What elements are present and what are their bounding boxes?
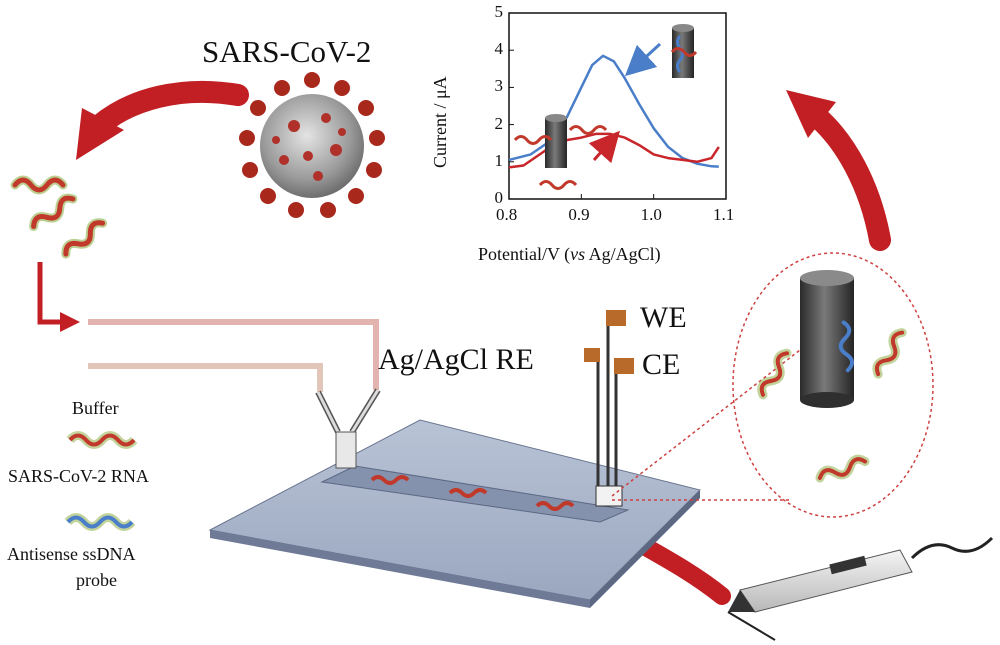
tubing <box>88 319 379 392</box>
y-tick-label: 1 <box>494 150 504 170</box>
legend-buffer-label: Buffer <box>72 398 119 418</box>
sensor-pen-icon <box>727 536 994 641</box>
flow-arrow-virus-to-rna <box>76 80 249 160</box>
y-connector-icon <box>315 388 381 469</box>
inset-electrode-hybrid-icon <box>670 24 698 78</box>
zoom-probes <box>757 320 907 483</box>
y-tick-label: 5 <box>494 2 504 21</box>
y-axis-title: Current / μA <box>430 76 450 168</box>
cv-chart <box>508 12 727 200</box>
y-tick-label: 2 <box>494 113 504 133</box>
chart-ticks <box>508 12 727 200</box>
sample-flow-arrow <box>37 262 80 332</box>
virus-label: SARS-CoV-2 <box>202 34 372 69</box>
y-tick-label: 4 <box>494 39 504 59</box>
electrode-assembly <box>584 310 634 507</box>
legend-probe-label-line2: probe <box>76 570 117 590</box>
x-tick-label: 1.0 <box>640 205 662 224</box>
re-label: Ag/AgCl RE <box>378 343 534 376</box>
ce-label: CE <box>642 348 681 381</box>
blue-curve-pointer <box>624 42 662 77</box>
x-axis-title: Potential/V (vs Ag/AgCl) <box>478 244 661 264</box>
y-tick-label: 0 <box>494 188 504 207</box>
legend-probe-label-line1: Antisense ssDNA <box>7 544 136 564</box>
zoom-callout <box>611 252 934 518</box>
flow-arrow-to-plot <box>786 90 891 251</box>
rna-strand-icon <box>10 175 108 259</box>
we-label: WE <box>640 301 687 334</box>
channel-probes <box>370 475 575 511</box>
virus-icon <box>239 72 385 218</box>
x-tick-label: 0.8 <box>496 205 518 224</box>
y-tick-label: 3 <box>494 76 504 96</box>
legend-rna-label: SARS-CoV-2 RNA <box>8 466 149 486</box>
microfluidic-chip <box>208 419 701 608</box>
legend-rna-icon <box>66 431 138 449</box>
legend-probe-icon <box>64 513 136 531</box>
x-tick-label: 1.1 <box>713 205 735 224</box>
red-curve-pointer <box>588 130 620 164</box>
x-tick-label: 0.9 <box>568 205 590 224</box>
inset-electrode-bare-icon <box>513 114 608 190</box>
